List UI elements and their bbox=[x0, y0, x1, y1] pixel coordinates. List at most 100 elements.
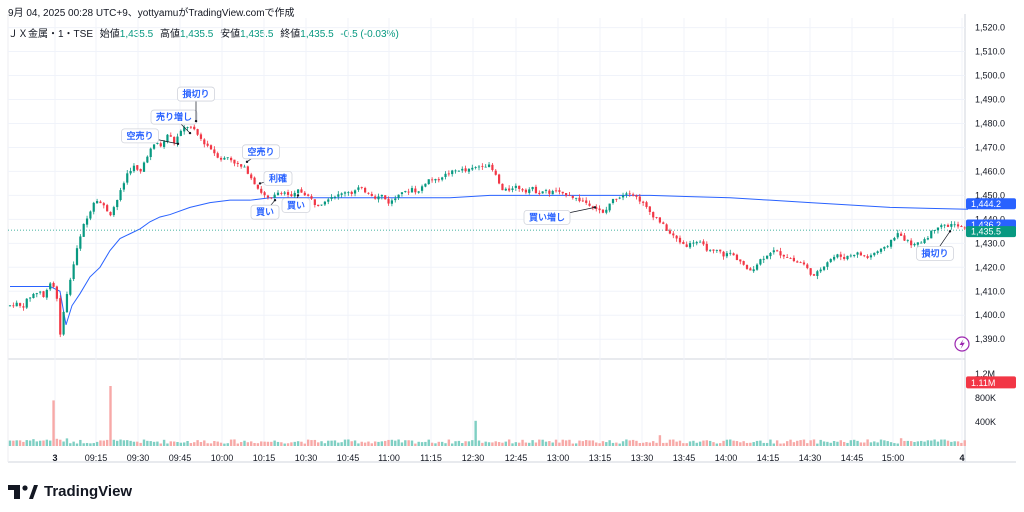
volume-bar bbox=[384, 440, 387, 446]
volume-bar bbox=[698, 441, 702, 446]
candle-body bbox=[699, 241, 702, 243]
candle-body bbox=[859, 252, 862, 256]
volume-bar bbox=[786, 441, 789, 446]
volume-bar bbox=[357, 443, 360, 446]
candle-body bbox=[353, 190, 357, 194]
volume-bar bbox=[916, 441, 920, 446]
candle-body bbox=[35, 293, 38, 295]
volume-bar bbox=[524, 442, 528, 446]
volume-bar bbox=[541, 439, 544, 446]
candle-body bbox=[467, 168, 471, 172]
volume-bar bbox=[250, 441, 253, 446]
time-tick-label: 13:15 bbox=[589, 453, 612, 463]
candle-body bbox=[702, 241, 705, 245]
volume-bar bbox=[176, 441, 179, 446]
volume-bar bbox=[564, 440, 568, 446]
lightning-icon[interactable] bbox=[954, 336, 970, 352]
volume-pane bbox=[8, 386, 966, 446]
annotation-label: 買い増し bbox=[529, 211, 565, 222]
volume-bar bbox=[772, 443, 775, 446]
volume-bar bbox=[380, 441, 384, 446]
low-value: 1,435.5 bbox=[240, 29, 274, 40]
volume-bar bbox=[410, 440, 414, 446]
volume-bar bbox=[769, 439, 772, 446]
volume-bar bbox=[451, 443, 454, 446]
tradingview-logo[interactable]: TradingView bbox=[8, 483, 132, 500]
candle-body bbox=[960, 226, 963, 228]
annotation-dot bbox=[948, 230, 952, 233]
candle-body bbox=[283, 192, 286, 194]
volume-bar bbox=[621, 441, 625, 446]
volume-bar bbox=[886, 441, 889, 446]
candle-body bbox=[441, 177, 444, 180]
candle-body bbox=[732, 253, 735, 256]
candle-body bbox=[484, 166, 487, 168]
volume-bar bbox=[35, 441, 38, 446]
volume-bar bbox=[605, 442, 608, 446]
candle-body bbox=[665, 224, 668, 231]
volume-bar bbox=[930, 440, 933, 446]
volume-bar bbox=[407, 440, 410, 446]
candle-body bbox=[729, 252, 732, 254]
volume-bar bbox=[320, 441, 323, 446]
candle-body bbox=[755, 264, 759, 270]
candle-body bbox=[936, 227, 940, 231]
volume-bar bbox=[102, 440, 105, 446]
volume-bar bbox=[236, 443, 239, 446]
candle-body bbox=[15, 302, 18, 307]
candle-body bbox=[357, 187, 360, 190]
candle-body bbox=[508, 188, 511, 191]
volume-bar bbox=[260, 441, 263, 446]
candle-body bbox=[856, 252, 859, 255]
candle-body bbox=[518, 185, 521, 189]
volume-bar bbox=[72, 441, 75, 446]
candle-body bbox=[410, 188, 414, 193]
annotation-label: 損切り bbox=[921, 247, 948, 258]
volume-bar bbox=[497, 442, 501, 446]
volume-bar bbox=[424, 441, 427, 446]
volume-bar bbox=[953, 441, 956, 446]
volume-bar bbox=[685, 443, 688, 446]
volume-bar bbox=[682, 443, 685, 446]
candle-body bbox=[253, 177, 256, 185]
volume-bar bbox=[414, 443, 417, 446]
price-tick-label: 1,480.0 bbox=[975, 118, 1005, 128]
volume-bar bbox=[45, 439, 49, 446]
candle-body bbox=[22, 306, 25, 308]
volume-bar bbox=[611, 442, 615, 446]
volume-bar bbox=[879, 439, 883, 446]
volume-bar bbox=[79, 439, 82, 446]
candle-body bbox=[652, 212, 655, 218]
price-tag-label: 1,435.5 bbox=[971, 227, 1001, 237]
candle-body bbox=[474, 167, 477, 168]
volume-bar bbox=[347, 439, 350, 446]
volume-bar bbox=[745, 442, 749, 446]
annotation-dot bbox=[593, 206, 597, 209]
volume-bar bbox=[618, 443, 621, 446]
volume-bar bbox=[551, 442, 554, 446]
price-tag-box bbox=[966, 226, 1016, 238]
volume-bar bbox=[903, 440, 906, 446]
candle-body bbox=[836, 254, 839, 258]
candle-body bbox=[886, 246, 889, 248]
price-tick-label: 1,450.0 bbox=[975, 190, 1005, 200]
candle-body bbox=[625, 193, 628, 195]
volume-bar bbox=[32, 439, 35, 446]
volume-bar bbox=[662, 442, 665, 446]
volume-bar bbox=[437, 441, 440, 446]
candle-body bbox=[528, 189, 531, 193]
volume-bar bbox=[52, 400, 55, 446]
volume-bar bbox=[243, 440, 246, 446]
symbol-label[interactable]: ＪＸ金属・1・TSE bbox=[8, 29, 94, 40]
volume-bar bbox=[62, 441, 65, 446]
candle-body bbox=[290, 194, 293, 197]
candle-body bbox=[8, 305, 12, 307]
volume-bar bbox=[842, 441, 846, 446]
volume-bar bbox=[889, 442, 893, 446]
candle-body bbox=[668, 230, 672, 234]
volume-bar bbox=[782, 443, 786, 446]
volume-bar bbox=[863, 442, 866, 446]
volume-bar bbox=[162, 439, 166, 446]
volume-bar bbox=[313, 439, 317, 446]
